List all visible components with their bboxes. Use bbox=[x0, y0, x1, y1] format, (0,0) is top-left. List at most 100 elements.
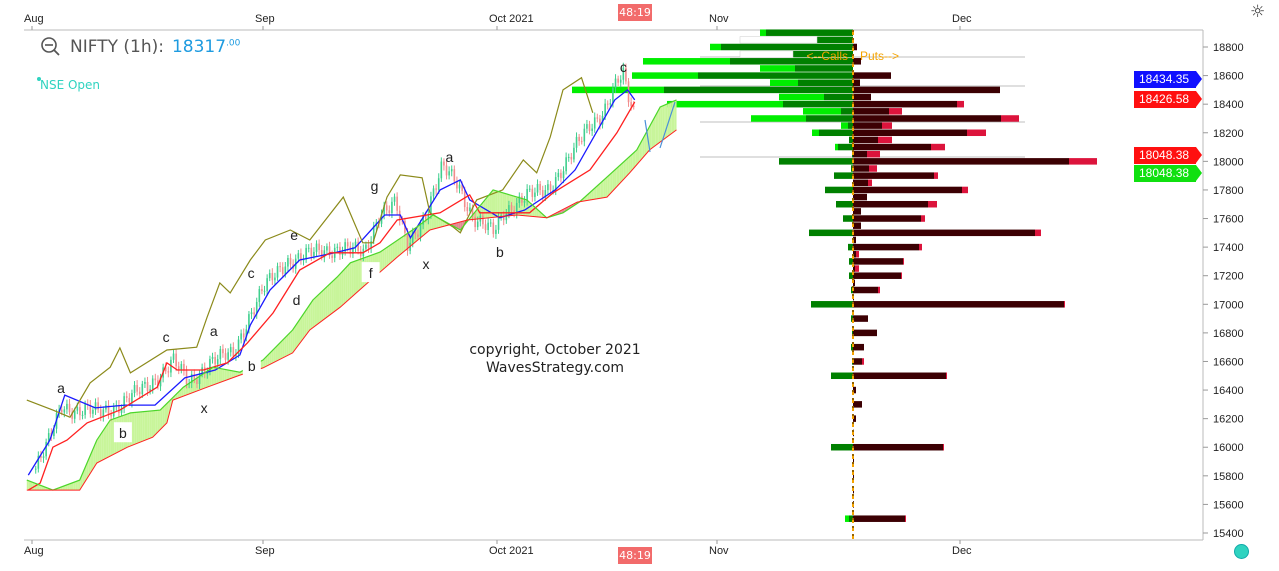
candle-body bbox=[198, 373, 201, 385]
put-oi-change-bar bbox=[921, 215, 925, 222]
put-oi-bar bbox=[853, 243, 919, 251]
call-oi-bar bbox=[851, 343, 853, 351]
cloud-bull-segment bbox=[222, 368, 225, 382]
cloud-bull-segment bbox=[589, 191, 592, 201]
y-tick-label: 15600 bbox=[1213, 499, 1244, 511]
cloud-bull-segment bbox=[275, 345, 278, 362]
call-oi-change-bar bbox=[779, 93, 824, 101]
call-oi-change-bar bbox=[845, 515, 849, 522]
put-oi-change-bar bbox=[867, 150, 880, 158]
candle-body bbox=[450, 169, 453, 172]
candle-body bbox=[302, 259, 305, 261]
call-oi-bar bbox=[852, 329, 853, 337]
candle-body bbox=[45, 441, 47, 457]
last-price: 18317.00 bbox=[172, 37, 240, 57]
put-oi-bar bbox=[853, 315, 868, 322]
cloud-bull-segment bbox=[71, 482, 74, 491]
candle-body bbox=[604, 103, 606, 116]
watermark-line2: WavesStrategy.com bbox=[485, 360, 625, 376]
candle-body bbox=[573, 147, 575, 160]
cloud-bull-segment bbox=[153, 410, 156, 437]
cloud-bull-segment bbox=[224, 369, 227, 381]
cloud-bull-segment bbox=[211, 367, 214, 386]
cloud-bull-segment bbox=[495, 190, 498, 218]
call-oi-bar bbox=[783, 100, 853, 108]
call-oi-bar bbox=[779, 158, 853, 165]
cloud-bull-segment bbox=[669, 102, 672, 136]
call-oi-bar bbox=[795, 65, 853, 72]
call-oi-change-bar bbox=[835, 143, 838, 151]
cloud-bull-segment bbox=[500, 192, 503, 217]
cloud-bull-segment bbox=[485, 196, 488, 219]
candle-body bbox=[289, 257, 292, 265]
cloud-bull-segment bbox=[101, 430, 104, 461]
candle-body bbox=[89, 404, 92, 414]
candle-body bbox=[63, 409, 66, 413]
candle-body bbox=[276, 266, 279, 278]
y-tick-label: 16800 bbox=[1213, 328, 1244, 340]
puts-legend: Puts--> bbox=[860, 49, 899, 63]
candle-body bbox=[365, 244, 367, 249]
candle-body bbox=[435, 188, 437, 190]
cloud-bull-segment bbox=[308, 304, 311, 333]
candle-body bbox=[120, 408, 123, 413]
put-oi-change-bar bbox=[869, 165, 877, 172]
line-kijun bbox=[27, 101, 636, 491]
candle-body bbox=[336, 246, 339, 248]
cloud-bull-segment bbox=[310, 301, 313, 330]
wave-label: c bbox=[248, 265, 255, 281]
call-oi-decrease-bar bbox=[739, 36, 818, 44]
put-oi-bar bbox=[853, 43, 857, 51]
cloud-bull-segment bbox=[106, 422, 109, 458]
cloud-bull-segment bbox=[300, 315, 303, 343]
candle-body bbox=[224, 353, 227, 360]
wave-label: e bbox=[290, 227, 298, 243]
put-oi-change-bar bbox=[946, 372, 947, 380]
cloud-bull-segment bbox=[649, 122, 652, 150]
candle-body bbox=[549, 184, 552, 191]
x-tick-label-top: Sep bbox=[255, 13, 275, 25]
wave-label: c bbox=[620, 59, 627, 75]
cloud-bull-segment bbox=[641, 138, 643, 160]
call-oi-bar bbox=[843, 215, 853, 222]
cloud-bull-segment bbox=[386, 246, 389, 267]
cloud-bull-segment bbox=[28, 480, 31, 491]
candle-body bbox=[578, 136, 580, 142]
candle-body bbox=[471, 207, 474, 217]
cloud-bull-segment bbox=[91, 447, 94, 471]
candle-body bbox=[149, 389, 151, 392]
cloud-bull-segment bbox=[280, 339, 283, 359]
call-oi-change-bar bbox=[760, 65, 795, 72]
cloud-bull-segment bbox=[314, 297, 317, 327]
call-oi-bar bbox=[825, 186, 853, 194]
call-oi-bar bbox=[824, 93, 853, 101]
call-oi-bar bbox=[836, 200, 853, 208]
candle-body bbox=[266, 278, 268, 291]
cloud-bull-segment bbox=[635, 148, 638, 166]
put-oi-change-bar bbox=[855, 265, 859, 272]
put-oi-bar bbox=[853, 343, 864, 351]
candle-body bbox=[417, 234, 419, 237]
settings-gear-icon[interactable]: ☼ bbox=[1250, 2, 1266, 22]
candle-body bbox=[599, 118, 601, 125]
cloud-bull-segment bbox=[213, 367, 215, 385]
cloud-bull-segment bbox=[388, 245, 391, 265]
wave-label-box bbox=[361, 262, 380, 283]
zoom-out-icon[interactable] bbox=[40, 36, 62, 58]
candle-body bbox=[346, 242, 349, 247]
put-oi-change-bar bbox=[856, 251, 859, 258]
scroll-to-now-button[interactable] bbox=[1234, 544, 1249, 559]
put-oi-bar bbox=[853, 186, 962, 194]
cloud-bull-segment bbox=[633, 150, 636, 168]
cloud-bull-segment bbox=[325, 285, 328, 319]
call-oi-decrease-bar bbox=[739, 50, 794, 58]
put-oi-bar bbox=[853, 165, 869, 172]
candle-body bbox=[554, 177, 557, 191]
cloud-bull-segment bbox=[347, 264, 350, 301]
cloud-bull-segment bbox=[619, 163, 622, 184]
put-oi-bar bbox=[853, 236, 856, 244]
y-tick-label: 17800 bbox=[1213, 185, 1244, 197]
candle-body bbox=[73, 410, 76, 419]
candle-body bbox=[609, 103, 612, 105]
